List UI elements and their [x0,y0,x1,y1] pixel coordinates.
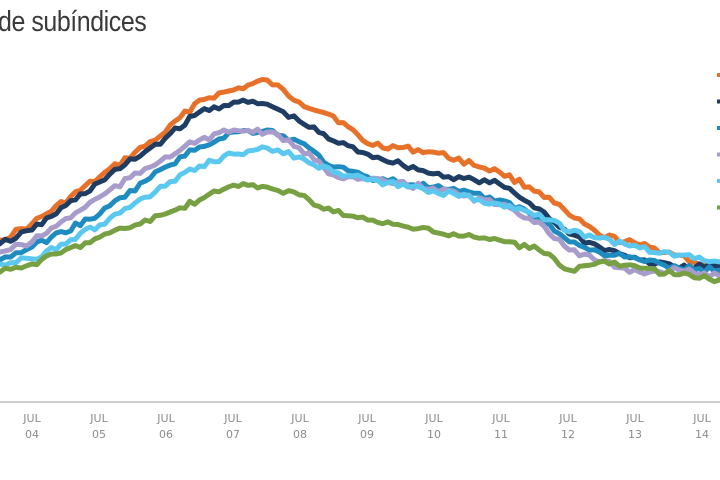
x-tick-month: JUL [491,412,510,425]
x-tick-year: 12 [561,428,575,441]
series-line-5 [0,144,720,268]
x-tick-month: JUL [357,412,376,425]
x-tick-year: 06 [159,428,173,441]
x-tick-year: 13 [628,428,642,441]
series-line-3 [0,127,720,275]
x-tick-label: JUL 12 [558,412,577,441]
x-tick-label: JUL 11 [491,412,510,441]
x-tick-month: JUL [692,412,711,425]
x-tick-label: JUL 06 [156,412,175,441]
x-tick-label: JUL 13 [625,412,644,441]
x-tick-year: 07 [226,428,240,441]
x-tick-year: 05 [92,428,106,441]
legend-swatch-2 [717,99,720,104]
x-tick-month: JUL [156,412,175,425]
series-line-6 [0,181,720,285]
legend-swatch-5 [717,179,720,183]
legend-swatch-3 [717,126,720,130]
x-tick-year: 09 [360,428,374,441]
x-tick-label: JUL 05 [89,412,108,441]
x-tick-year: 14 [695,428,709,441]
x-tick-label: JUL 08 [290,412,309,441]
legend-swatch-6 [717,205,720,210]
series-layer [0,77,720,285]
x-tick-label: JUL 07 [223,412,242,441]
series-line-1 [0,77,720,275]
legend [717,73,720,210]
x-tick-label: JUL 14 [692,412,711,441]
x-tick-month: JUL [558,412,577,425]
x-tick-month: JUL [424,412,443,425]
x-tick-month: JUL [89,412,108,425]
x-tick-layer: JUL 04 JUL 05 JUL 06 JUL 07 JUL 08 JUL 09 JUL 10 JUL 11… [22,412,711,441]
x-tick-month: JUL [625,412,644,425]
x-tick-month: JUL [290,412,309,425]
x-tick-month: JUL [223,412,242,425]
x-tick-label: JUL 04 [22,412,41,441]
legend-swatch-1 [717,73,720,77]
x-tick-year: 04 [25,428,39,441]
x-tick-year: 10 [427,428,441,441]
x-tick-year: 08 [293,428,307,441]
series-line-2 [0,97,720,273]
legend-swatch-4 [717,152,720,157]
chart-title: de subíndices [0,6,147,38]
x-tick-label: JUL 09 [357,412,376,441]
x-tick-year: 11 [494,428,508,441]
x-tick-label: JUL 10 [424,412,443,441]
x-tick-month: JUL [22,412,41,425]
